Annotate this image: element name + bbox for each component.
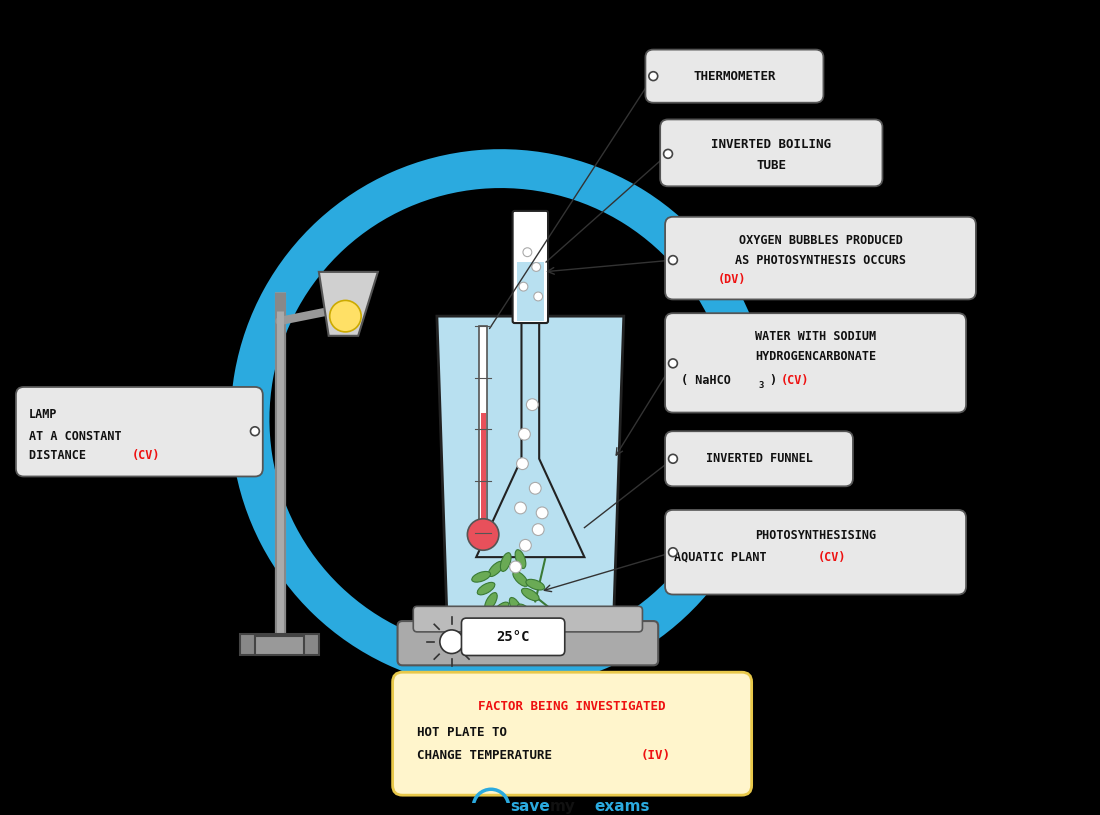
Text: DISTANCE: DISTANCE: [29, 449, 92, 462]
FancyBboxPatch shape: [666, 217, 976, 299]
Circle shape: [649, 72, 658, 81]
Ellipse shape: [472, 571, 491, 582]
Text: LAMP: LAMP: [29, 408, 57, 421]
Ellipse shape: [477, 583, 495, 595]
Text: save: save: [510, 800, 550, 814]
Circle shape: [519, 540, 531, 551]
Ellipse shape: [513, 571, 528, 587]
Circle shape: [536, 507, 548, 519]
Circle shape: [515, 502, 527, 513]
FancyBboxPatch shape: [393, 672, 751, 795]
Circle shape: [519, 282, 528, 291]
Text: AT A CONSTANT: AT A CONSTANT: [29, 430, 121, 443]
Circle shape: [468, 519, 499, 550]
Circle shape: [669, 256, 678, 265]
FancyBboxPatch shape: [15, 387, 263, 477]
Bar: [517, 262, 544, 321]
Text: CHANGE TEMPERATURE: CHANGE TEMPERATURE: [417, 749, 560, 762]
FancyBboxPatch shape: [666, 431, 852, 487]
Bar: [481, 412, 485, 532]
Circle shape: [669, 359, 678, 368]
Text: THERMOMETER: THERMOMETER: [693, 69, 776, 82]
Text: TUBE: TUBE: [757, 159, 786, 172]
FancyBboxPatch shape: [462, 618, 564, 655]
Circle shape: [330, 301, 361, 332]
Text: (CV): (CV): [817, 551, 846, 564]
Ellipse shape: [493, 602, 509, 616]
FancyBboxPatch shape: [513, 211, 548, 323]
Text: PHOTOSYNTHESISING: PHOTOSYNTHESISING: [755, 529, 876, 542]
Ellipse shape: [509, 597, 521, 615]
Ellipse shape: [526, 579, 544, 590]
Text: exams: exams: [594, 800, 650, 814]
Ellipse shape: [500, 553, 512, 571]
Polygon shape: [319, 272, 378, 336]
Ellipse shape: [521, 588, 539, 601]
Circle shape: [517, 458, 528, 469]
Ellipse shape: [517, 604, 534, 619]
Circle shape: [532, 524, 544, 535]
Text: OXYGEN BUBBLES PRODUCED: OXYGEN BUBBLES PRODUCED: [738, 234, 902, 247]
FancyBboxPatch shape: [397, 621, 658, 665]
Circle shape: [669, 454, 678, 463]
Text: HOT PLATE TO: HOT PLATE TO: [417, 725, 507, 738]
Ellipse shape: [485, 593, 497, 610]
Text: ( NaHCO: ( NaHCO: [681, 373, 730, 386]
Circle shape: [663, 149, 672, 158]
Ellipse shape: [488, 562, 504, 576]
Circle shape: [509, 561, 521, 573]
Text: AQUATIC PLANT: AQUATIC PLANT: [674, 551, 773, 564]
Text: 25°C: 25°C: [496, 630, 530, 644]
Text: INVERTED FUNNEL: INVERTED FUNNEL: [705, 452, 813, 465]
Text: (CV): (CV): [781, 373, 810, 386]
Circle shape: [527, 399, 538, 411]
Circle shape: [251, 427, 260, 436]
Polygon shape: [476, 321, 584, 557]
Text: my: my: [550, 800, 576, 814]
Text: (IV): (IV): [640, 749, 671, 762]
Text: HYDROGENCARBONATE: HYDROGENCARBONATE: [755, 350, 876, 363]
Text: (DV): (DV): [717, 273, 746, 286]
Bar: [255, 636, 304, 655]
Polygon shape: [437, 316, 624, 610]
Circle shape: [522, 248, 531, 257]
Bar: [240, 634, 319, 655]
Text: AS PHOTOSYNTHESIS OCCURS: AS PHOTOSYNTHESIS OCCURS: [735, 253, 906, 267]
Circle shape: [529, 482, 541, 494]
Text: 3: 3: [759, 381, 763, 390]
Circle shape: [669, 548, 678, 557]
FancyBboxPatch shape: [666, 313, 966, 412]
Text: ): ): [770, 373, 784, 386]
Circle shape: [534, 292, 542, 301]
Circle shape: [531, 262, 541, 271]
FancyBboxPatch shape: [414, 606, 642, 632]
FancyBboxPatch shape: [666, 510, 966, 594]
Text: WATER WITH SODIUM: WATER WITH SODIUM: [755, 330, 876, 343]
Ellipse shape: [515, 550, 526, 568]
Circle shape: [440, 630, 463, 654]
Text: INVERTED BOILING: INVERTED BOILING: [712, 138, 832, 151]
Text: FACTOR BEING INVESTIGATED: FACTOR BEING INVESTIGATED: [478, 700, 666, 713]
Text: (CV): (CV): [132, 449, 161, 462]
Bar: [480, 326, 487, 532]
FancyBboxPatch shape: [646, 50, 824, 103]
FancyBboxPatch shape: [660, 120, 882, 187]
Circle shape: [518, 428, 530, 440]
